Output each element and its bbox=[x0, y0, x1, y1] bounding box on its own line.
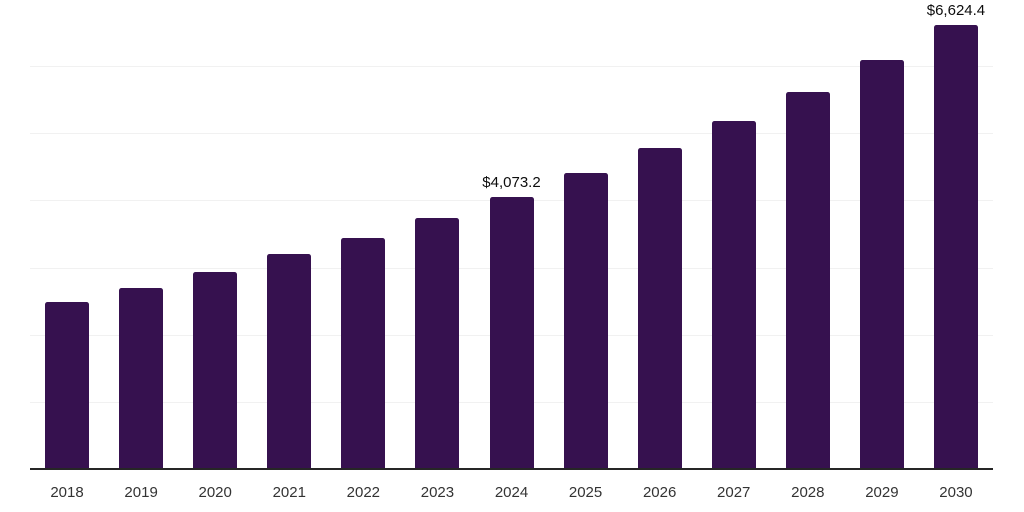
x-tick-label-2024: 2024 bbox=[494, 484, 529, 501]
x-tick-label-2029: 2029 bbox=[865, 484, 899, 501]
x-tick-label-2021: 2021 bbox=[272, 484, 306, 501]
x-tick-label-2028: 2028 bbox=[791, 484, 825, 501]
x-tick-label-2022: 2022 bbox=[346, 484, 381, 501]
bar-2024 bbox=[489, 196, 534, 470]
bar-2028 bbox=[785, 91, 830, 470]
bar-2018 bbox=[45, 301, 90, 470]
x-tick-label-2018: 2018 bbox=[50, 484, 84, 501]
x-tick-label-2030: 2030 bbox=[939, 484, 973, 501]
x-tick-label-2023: 2023 bbox=[420, 484, 455, 501]
x-tick-label-2020: 2020 bbox=[198, 484, 232, 501]
data-label-2030: $6,624.4 bbox=[926, 2, 986, 20]
x-tick-label-2026: 2026 bbox=[642, 484, 677, 501]
x-tick-label-2027: 2027 bbox=[717, 484, 751, 501]
plot-area: $4,073.2 $6,624.4 bbox=[30, 0, 993, 470]
bar-2027 bbox=[711, 120, 756, 470]
bar-2022 bbox=[341, 237, 386, 470]
gridline-5000 bbox=[30, 133, 993, 135]
bar-2025 bbox=[563, 173, 608, 470]
data-label-2024: $4,073.2 bbox=[482, 173, 541, 191]
gridline-6000 bbox=[30, 66, 993, 68]
bar-2026 bbox=[637, 148, 682, 470]
x-tick-label-2019: 2019 bbox=[124, 484, 158, 501]
bar-2021 bbox=[267, 254, 312, 470]
bar-2023 bbox=[415, 217, 460, 470]
bar-2020 bbox=[193, 271, 238, 470]
x-axis-labels: 2018 2019 2020 2021 2022 2023 2024 2025 2026 2027… bbox=[0, 470, 1024, 512]
x-axis-line bbox=[30, 468, 993, 470]
bar-2030 bbox=[933, 25, 978, 470]
x-tick-label-2025: 2025 bbox=[568, 484, 603, 501]
bar-2029 bbox=[859, 59, 904, 470]
bar-2019 bbox=[119, 287, 164, 470]
